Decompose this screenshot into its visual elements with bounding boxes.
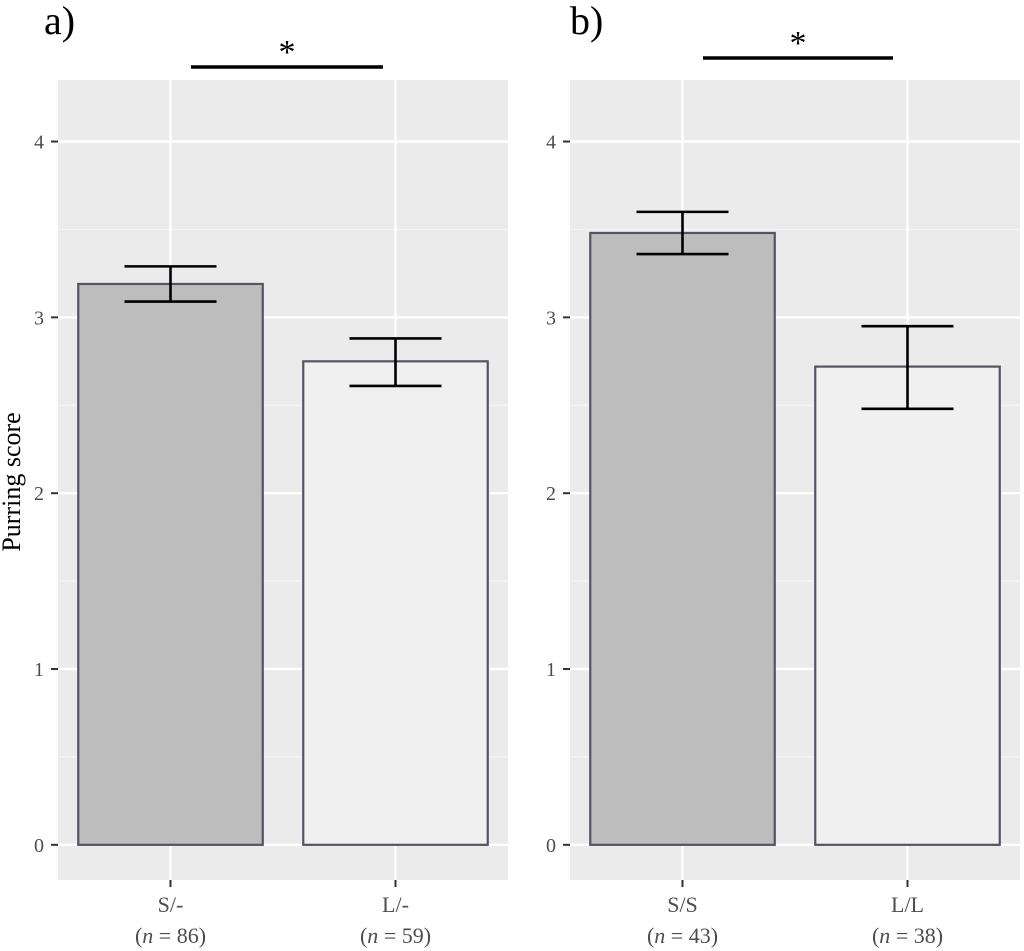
panel-a: 0 1 2 3 4 S/- (n = 86) L/- (n = 59) a) *: [34, 0, 508, 948]
y-tick-label: 4: [34, 132, 44, 154]
significance-marker: *: [279, 34, 296, 71]
y-tick-label: 2: [546, 483, 556, 505]
x-tick-n-label: (n = 43): [647, 923, 718, 948]
panel-label: b): [570, 0, 603, 43]
significance-marker: *: [790, 25, 807, 62]
y-tick-label: 3: [546, 307, 556, 329]
y-tick-label: 1: [546, 659, 556, 681]
y-tick-label: 2: [34, 483, 44, 505]
bar-S/-: [77, 282, 264, 846]
x-tick-n-label: (n = 86): [135, 923, 206, 948]
bar-S/S: [589, 231, 776, 846]
x-tick-label: L/-: [382, 892, 409, 917]
y-tick-label: 1: [34, 659, 44, 681]
x-tick-n-label: (n = 59): [360, 923, 431, 948]
bar-L/L: [814, 365, 1001, 846]
x-tick-label: S/S: [667, 892, 698, 917]
y-tick-label: 4: [546, 132, 556, 154]
panel-label: a): [44, 0, 75, 43]
bar-L/-: [302, 360, 489, 846]
panel-b: 0 1 2 3 4 S/S (n = 43) L/L (n = 38) b) *: [546, 0, 1020, 948]
y-tick-label: 0: [34, 835, 44, 857]
x-tick-label: L/L: [891, 892, 924, 917]
y-tick-label: 0: [546, 835, 556, 857]
y-tick-label: 3: [34, 307, 44, 329]
x-tick-label: S/-: [158, 892, 184, 917]
y-axis-title: Purring score: [0, 412, 26, 551]
x-tick-n-label: (n = 38): [872, 923, 943, 948]
